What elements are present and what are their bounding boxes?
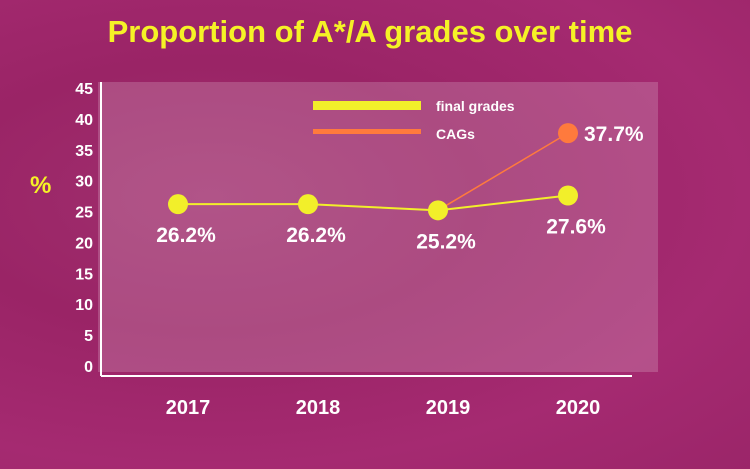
- y-tick-label: 20: [75, 235, 93, 252]
- x-tick-label: 2019: [426, 397, 471, 419]
- legend-swatch: [313, 101, 421, 110]
- legend-swatch: [313, 129, 421, 134]
- legend: final grades CAGs: [313, 98, 515, 142]
- final-grades-point: [298, 194, 318, 215]
- cags-data-label: 37.7%: [584, 123, 644, 146]
- final-grades-data-label: 26.2%: [286, 224, 346, 247]
- final-grades-data-label: 27.6%: [546, 215, 606, 238]
- final-grades-point: [428, 200, 448, 221]
- x-tick-label: 2020: [556, 397, 601, 419]
- x-tick-labels: 2017 2018 2019 2020: [166, 397, 601, 419]
- final-grades-line: [178, 194, 569, 212]
- y-tick-label: 15: [75, 266, 93, 283]
- cags-point: [558, 123, 578, 144]
- y-tick-label: 10: [75, 297, 93, 314]
- y-tick-label: 40: [75, 112, 93, 129]
- y-tick-label: 35: [75, 143, 93, 160]
- x-tick-label: 2017: [166, 397, 211, 419]
- legend-label: CAGs: [436, 126, 475, 142]
- y-tick-label: 45: [75, 81, 93, 98]
- y-tick-label: 0: [84, 359, 93, 376]
- final-grades-point: [558, 185, 578, 206]
- series-points: [168, 123, 578, 221]
- cags-line: [437, 132, 569, 211]
- y-tick-label: 30: [75, 174, 93, 191]
- final-grades-data-label: 26.2%: [156, 224, 216, 247]
- final-grades-point: [168, 194, 188, 215]
- x-tick-label: 2018: [296, 397, 341, 419]
- series-lines: [178, 132, 569, 212]
- chart-title: Proportion of A*/A grades over time: [107, 14, 633, 49]
- y-tick-labels: 0 5 10 15 20 25 30 35 40 45: [75, 81, 93, 376]
- y-tick-label: 25: [75, 205, 93, 222]
- legend-label: final grades: [436, 98, 515, 114]
- y-axis-label: %: [30, 172, 52, 199]
- data-labels: 26.2% 26.2% 25.2% 27.6% 37.7%: [156, 123, 644, 253]
- y-tick-label: 5: [84, 328, 93, 345]
- final-grades-data-label: 25.2%: [416, 230, 476, 253]
